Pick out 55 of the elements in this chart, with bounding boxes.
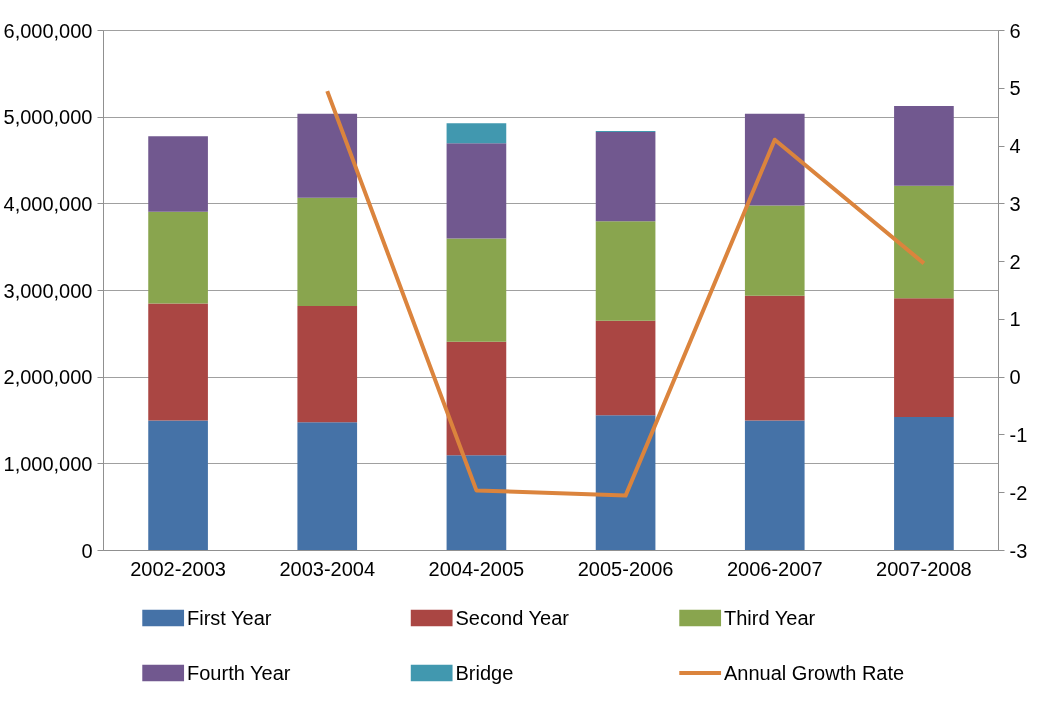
bar — [446, 143, 507, 239]
bar — [297, 306, 358, 423]
bar — [446, 341, 507, 456]
y-tick-label: 6,000,000 — [3, 19, 93, 42]
bar — [894, 185, 954, 299]
y2-tick-label: 0 — [1009, 366, 1021, 389]
y-tick-label: 3,000,000 — [3, 279, 93, 302]
bar — [595, 131, 656, 222]
bar — [595, 221, 656, 321]
legend-label: Fourth Year — [187, 662, 291, 684]
y-tick-label: 2,000,000 — [3, 366, 93, 389]
y2-tick-label: 4 — [1009, 135, 1021, 158]
bar — [894, 105, 954, 186]
x-tick-label: 2005-2006 — [577, 557, 674, 580]
y2-tick-label: 1 — [1009, 308, 1021, 331]
bar — [297, 113, 358, 198]
x-tick-label: 2007-2008 — [876, 557, 972, 580]
y-tick-label: 1,000,000 — [3, 452, 93, 475]
bar — [148, 303, 208, 421]
bar — [744, 420, 805, 551]
bar — [297, 422, 358, 551]
bar — [595, 415, 656, 551]
x-tick-label: 2004-2005 — [428, 557, 525, 580]
legend-label: First Year — [187, 607, 272, 629]
y-tick-label: 0 — [81, 539, 93, 562]
legend-label: Second Year — [455, 607, 570, 629]
bar — [148, 136, 208, 212]
bar — [297, 197, 358, 307]
y2-tick-label: -1 — [1009, 423, 1028, 446]
bar — [595, 320, 656, 416]
bar — [446, 455, 507, 551]
bar — [446, 123, 507, 144]
x-tick-label: 2006-2007 — [726, 557, 823, 580]
bar — [148, 211, 208, 304]
x-tick-label: 2003-2004 — [279, 557, 376, 580]
legend-label: Annual Growth Rate — [724, 662, 905, 684]
bar — [446, 238, 507, 342]
y-tick-label: 5,000,000 — [3, 106, 93, 129]
bar — [148, 420, 208, 551]
bar — [744, 295, 805, 421]
bar — [894, 298, 954, 418]
legend-label: Third Year — [724, 607, 816, 629]
y-tick-label: 4,000,000 — [3, 192, 93, 215]
y2-tick-label: 2 — [1009, 250, 1021, 273]
x-tick-label: 2002-2003 — [130, 557, 226, 580]
legend-label: Bridge — [455, 662, 514, 684]
line-series — [325, 89, 926, 498]
y2-tick-label: -3 — [1009, 539, 1028, 562]
bar — [744, 113, 805, 206]
y2-tick-label: 6 — [1009, 19, 1021, 42]
y2-tick-label: 5 — [1009, 77, 1021, 100]
y2-tick-label: -2 — [1009, 481, 1028, 504]
y2-tick-label: 3 — [1009, 192, 1021, 215]
bar — [744, 205, 805, 296]
bar — [894, 417, 954, 551]
